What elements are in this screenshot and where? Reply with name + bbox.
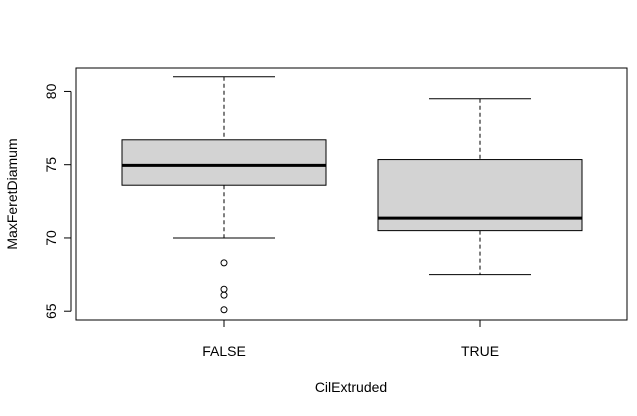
y-tick-label-70: 70 [43, 230, 59, 246]
y-tick-label-80: 80 [43, 83, 59, 99]
y-tick-label-65: 65 [43, 303, 59, 319]
iqr-box [121, 139, 327, 186]
outlier-point [220, 259, 228, 267]
box-false [121, 76, 327, 314]
outlier-point [220, 306, 228, 314]
x-axis-title: CilExtruded [315, 379, 387, 395]
x-tick-label-false: FALSE [202, 343, 246, 359]
x-axis: FALSE TRUE [202, 319, 499, 359]
outlier-point [220, 291, 228, 299]
box-true [377, 98, 583, 276]
x-tick-label-true: TRUE [461, 343, 499, 359]
chart-marks [121, 76, 583, 314]
iqr-box [377, 159, 583, 232]
y-axis: 65 70 75 80 [43, 83, 72, 319]
y-axis-title: MaxFeretDiamum [4, 138, 20, 249]
outlier-point [220, 285, 228, 293]
y-tick-label-75: 75 [43, 157, 59, 173]
